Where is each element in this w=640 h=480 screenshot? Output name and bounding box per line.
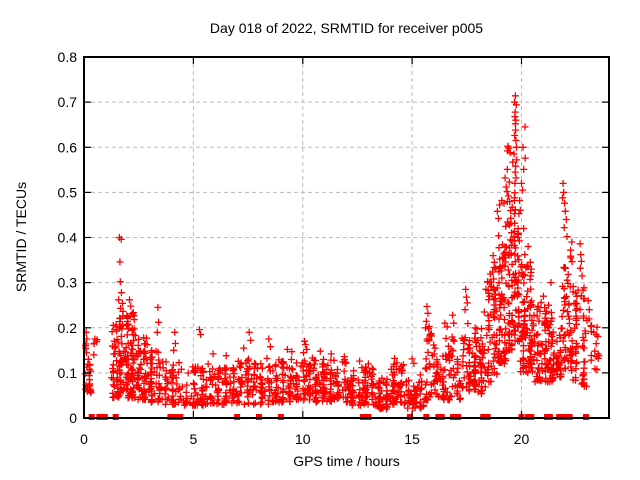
x-tick-label: 15 (404, 431, 420, 447)
x-tick-label: 20 (514, 431, 530, 447)
chart-title: Day 018 of 2022, SRMTID for receiver p00… (209, 20, 484, 36)
x-tick-label: 10 (295, 431, 311, 447)
x-tick-label: 0 (80, 431, 88, 447)
x-tick-label: 5 (190, 431, 198, 447)
data-points (81, 92, 603, 413)
y-tick-label: 0 (69, 410, 77, 426)
y-tick-label: 0.7 (58, 94, 78, 110)
y-tick-label: 0.4 (58, 230, 78, 246)
y-tick-label: 0.3 (58, 275, 78, 291)
y-tick-label: 0.6 (58, 139, 78, 155)
y-tick-label: 0.1 (58, 365, 78, 381)
y-tick-label: 0.8 (58, 49, 78, 65)
x-axis-title: GPS time / hours (293, 453, 400, 469)
y-tick-label: 0.2 (58, 320, 78, 336)
y-tick-label: 0.5 (58, 184, 78, 200)
